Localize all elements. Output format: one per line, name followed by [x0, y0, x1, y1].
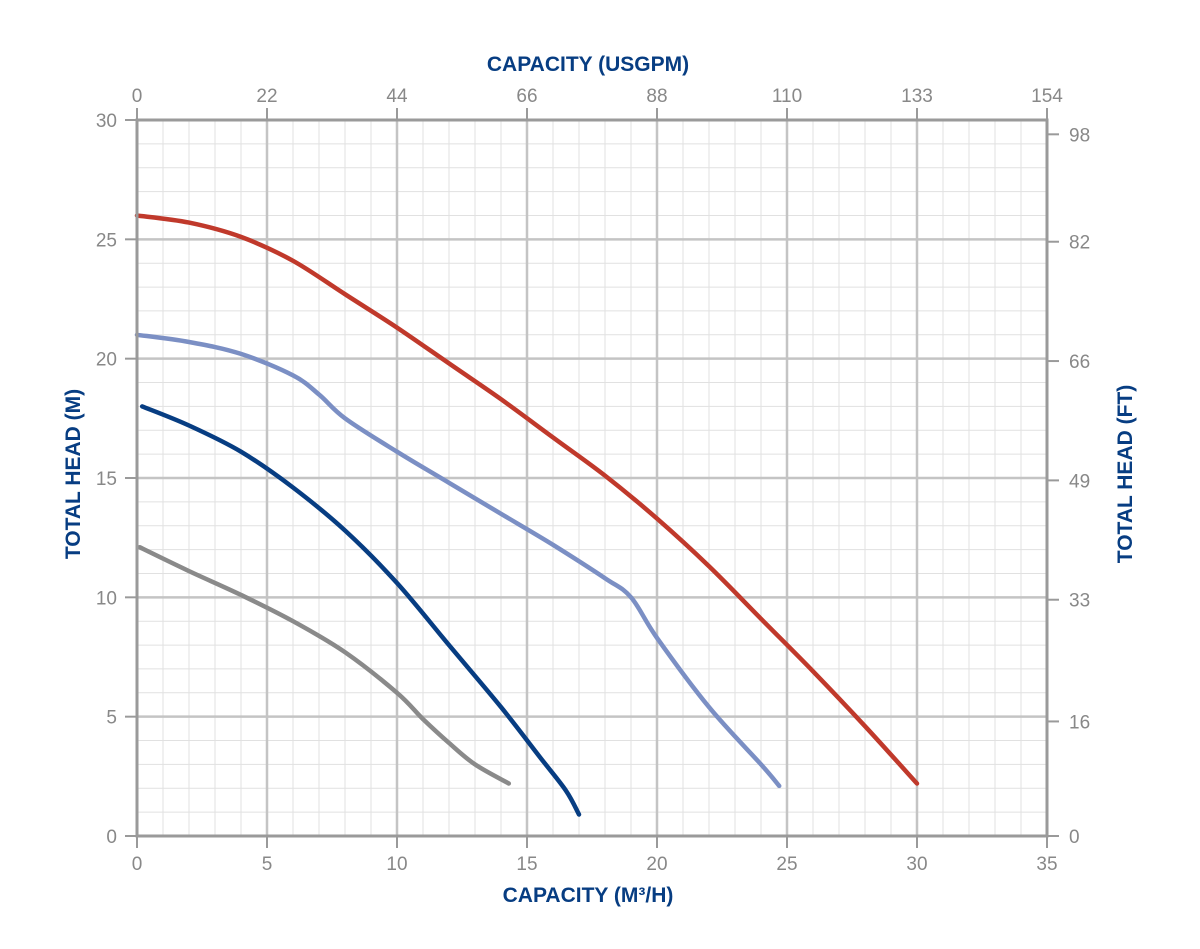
- y-right-tick-label: 82: [1069, 233, 1090, 254]
- x-bottom-tick-label: 0: [132, 854, 143, 875]
- x-top-tick-label: 66: [516, 86, 537, 107]
- x-top-tick-label: 22: [256, 86, 277, 107]
- performance-curves: [134, 213, 920, 817]
- y-left-tick-label: 30: [96, 111, 117, 132]
- x-top-tick-label: 0: [132, 86, 143, 107]
- y-right-tick-label: 33: [1069, 591, 1090, 612]
- y-left-tick-label: 15: [96, 469, 117, 490]
- x-top-tick-label: 88: [646, 86, 667, 107]
- pump-curve-1: [134, 213, 920, 786]
- y-axis-left-title: TOTAL HEAD (M): [62, 389, 85, 559]
- x-bottom-tick-label: 20: [646, 854, 667, 875]
- y-axis-right-title: TOTAL HEAD (FT): [1114, 385, 1137, 563]
- y-left-tick-label: 25: [96, 230, 117, 251]
- x-bottom-tick-label: 15: [516, 854, 537, 875]
- x-top-tick-label: 133: [901, 86, 933, 107]
- tick-marks: [125, 108, 1059, 848]
- major-gridlines: [137, 120, 1047, 836]
- y-right-tick-label: 16: [1069, 712, 1090, 733]
- y-left-tick-label: 20: [96, 350, 117, 371]
- y-left-tick-label: 0: [106, 827, 117, 848]
- x-top-tick-label: 154: [1031, 86, 1063, 107]
- y-right-tick-label: 98: [1069, 125, 1090, 146]
- tick-labels: 0 5 10 15 20 25 30 35 0 22 44 66 88 110 133 154 0 5 10 15 20…: [96, 86, 1090, 875]
- y-right-tick-label: 49: [1069, 471, 1090, 492]
- y-right-tick-label: 66: [1069, 352, 1090, 373]
- x-bottom-tick-label: 10: [386, 854, 407, 875]
- x-bottom-tick-label: 30: [906, 854, 927, 875]
- x-bottom-tick-label: 35: [1036, 854, 1057, 875]
- x-top-tick-label: 44: [386, 86, 408, 107]
- x-bottom-tick-label: 25: [776, 854, 797, 875]
- pump-curve-3: [139, 404, 582, 817]
- pump-curve-4: [137, 544, 512, 786]
- x-top-tick-label: 110: [772, 86, 802, 107]
- x-axis-bottom-title: CAPACITY (M³/H): [503, 884, 674, 907]
- y-right-tick-label: 0: [1069, 827, 1080, 848]
- y-left-tick-label: 10: [96, 588, 117, 609]
- y-left-tick-label: 5: [106, 708, 117, 729]
- pump-curve-2: [134, 332, 782, 789]
- x-bottom-tick-label: 5: [262, 854, 273, 875]
- x-axis-top-title: CAPACITY (USGPM): [487, 53, 689, 76]
